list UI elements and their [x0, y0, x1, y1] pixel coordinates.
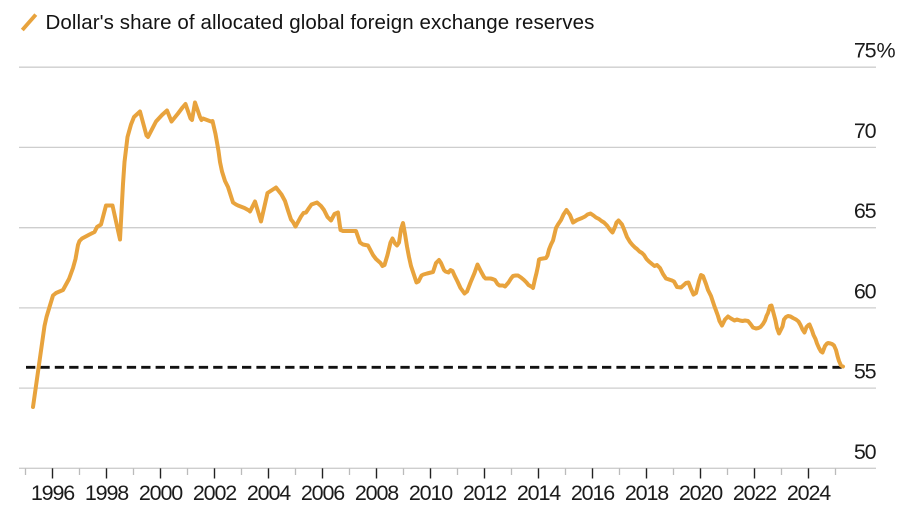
svg-text:2016: 2016	[571, 481, 615, 505]
svg-text:2018: 2018	[625, 481, 669, 505]
svg-text:2000: 2000	[139, 481, 183, 505]
svg-text:2012: 2012	[463, 481, 506, 505]
svg-text:75: 75	[854, 39, 877, 63]
svg-text:50: 50	[854, 440, 877, 464]
svg-text:Dollar's share of allocated gl: Dollar's share of allocated global forei…	[46, 11, 595, 34]
svg-text:1998: 1998	[85, 481, 129, 505]
svg-text:2002: 2002	[193, 481, 236, 505]
svg-text:2024: 2024	[787, 481, 831, 505]
svg-text:%: %	[877, 39, 896, 63]
svg-text:2014: 2014	[517, 481, 561, 505]
svg-text:2022: 2022	[733, 481, 776, 505]
svg-text:2020: 2020	[679, 481, 723, 505]
svg-text:65: 65	[854, 199, 877, 223]
svg-text:2008: 2008	[355, 481, 399, 505]
svg-text:70: 70	[854, 119, 877, 143]
svg-text:2010: 2010	[409, 481, 453, 505]
svg-text:2006: 2006	[301, 481, 345, 505]
svg-text:55: 55	[854, 360, 877, 384]
svg-text:60: 60	[854, 279, 877, 303]
svg-text:2004: 2004	[247, 481, 291, 505]
svg-text:1996: 1996	[31, 481, 75, 505]
